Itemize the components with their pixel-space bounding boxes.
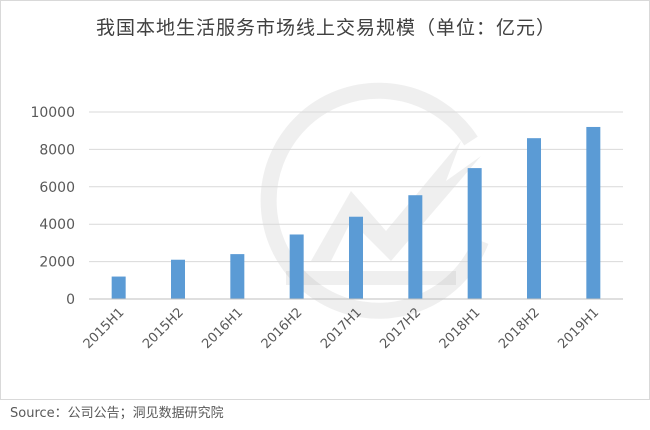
bar-2019H1: [586, 126, 601, 300]
y-tick-label: 8000: [39, 142, 75, 158]
x-tick-label: 2017H1: [318, 305, 365, 352]
bar-2018H1: [467, 168, 482, 299]
y-tick-label: 2000: [39, 255, 75, 271]
x-tick-label: 2017H2: [377, 305, 424, 352]
y-tick-label: 4000: [39, 217, 75, 233]
y-tick-label: 6000: [39, 180, 75, 196]
plot-area: 0 2000 4000 6000 8000 10000 2015H1 2015H2 2016H1…: [30, 105, 623, 352]
bar-2016H1: [230, 254, 245, 299]
source-note: Source：公司公告；洞见数据研究院: [10, 406, 224, 421]
x-tick-label: 2018H1: [437, 305, 484, 352]
x-tick-label: 2015H2: [140, 305, 187, 352]
x-tick-label: 2016H1: [199, 305, 246, 352]
bar-2015H1: [111, 276, 126, 299]
y-tick-label: 10000: [30, 105, 75, 121]
bar-2017H1: [349, 216, 363, 299]
x-tick-label: 2019H1: [555, 305, 602, 352]
bar-2016H2: [289, 234, 304, 299]
bar-2017H2: [408, 195, 423, 299]
chart-frame: 我国本地生活服务市场线上交易规模（单位：亿元） 0 2000 4000 6000 800…: [0, 0, 650, 400]
bar-2018H2: [527, 138, 541, 299]
x-tick-label: 2016H2: [259, 305, 306, 352]
x-tick-label: 2015H1: [81, 305, 128, 352]
bar-2015H2: [171, 259, 185, 299]
y-tick-label: 0: [66, 292, 75, 308]
x-tick-label: 2018H2: [496, 305, 543, 352]
chart-title: 我国本地生活服务市场线上交易规模（单位：亿元）: [95, 17, 556, 39]
